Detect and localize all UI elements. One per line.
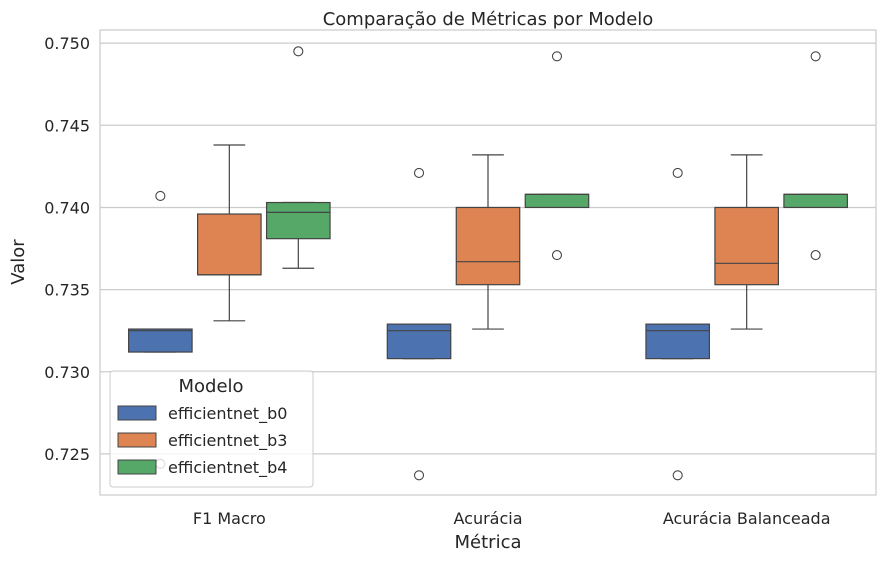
- x-axis-ticks: F1 Macro Acurácia Acurácia Balanceada: [193, 509, 831, 528]
- outlier-point: [551, 250, 563, 261]
- outlier-point: [672, 167, 683, 179]
- box-group: [197, 144, 262, 322]
- legend-label: efficientnet_b0: [168, 404, 287, 424]
- legend-frame: [109, 370, 314, 488]
- box: [455, 206, 521, 286]
- y-tick-label: 0.740: [44, 198, 90, 217]
- x-tick-label: F1 Macro: [193, 509, 266, 528]
- box: [524, 193, 590, 209]
- box-group: [524, 51, 590, 261]
- box: [197, 213, 262, 276]
- legend-title: Modelo: [178, 376, 243, 397]
- box: [714, 206, 779, 286]
- box: [645, 323, 711, 360]
- box: [265, 201, 331, 240]
- legend-label: efficientnet_b3: [168, 431, 287, 451]
- x-tick-label: Acurácia: [453, 509, 522, 528]
- y-tick-label: 0.730: [44, 363, 90, 382]
- y-axis-ticks: 0.725 0.730 0.735 0.740 0.745 0.750: [44, 34, 90, 464]
- box: [128, 328, 193, 353]
- outlier-point: [413, 470, 425, 481]
- box-group: [265, 46, 331, 269]
- x-axis-label: Métrica: [455, 532, 522, 553]
- plot-frame: [99, 29, 877, 496]
- outlier-point: [551, 51, 563, 62]
- box: [783, 193, 848, 209]
- y-tick-label: 0.725: [44, 445, 90, 464]
- box-group: [128, 190, 193, 469]
- y-tick-label: 0.735: [44, 281, 90, 300]
- outlier-point: [810, 250, 821, 261]
- legend-swatch: [117, 405, 157, 421]
- legend: Modelo efficientnet_b0 efficientnet_b3eff…: [109, 370, 314, 488]
- outlier-point: [810, 51, 821, 62]
- y-tick-label: 0.750: [44, 34, 90, 53]
- box-group: [455, 154, 521, 330]
- series-efficientnet_b4: [265, 46, 848, 269]
- box: [386, 323, 452, 360]
- box-group: [714, 154, 779, 330]
- x-tick-label: Acurácia Balanceada: [663, 509, 831, 528]
- box-group: [645, 167, 711, 481]
- chart-title: Comparação de Métricas por Modelo: [323, 9, 654, 30]
- outlier-point: [413, 167, 425, 179]
- box-group: [386, 167, 452, 481]
- box-groups: [128, 46, 848, 481]
- outlier-point: [155, 190, 166, 202]
- outlier-point: [293, 46, 304, 57]
- legend-swatch: [117, 459, 157, 475]
- box-group: [783, 51, 848, 261]
- series-efficientnet_b0: [128, 167, 711, 481]
- y-tick-label: 0.745: [44, 116, 90, 135]
- series-efficientnet_b3: [197, 144, 779, 330]
- outlier-point: [672, 470, 683, 481]
- legend-swatch: [117, 432, 157, 448]
- y-axis-label: Valor: [8, 239, 29, 285]
- legend-label: efficientnet_b4: [168, 458, 287, 478]
